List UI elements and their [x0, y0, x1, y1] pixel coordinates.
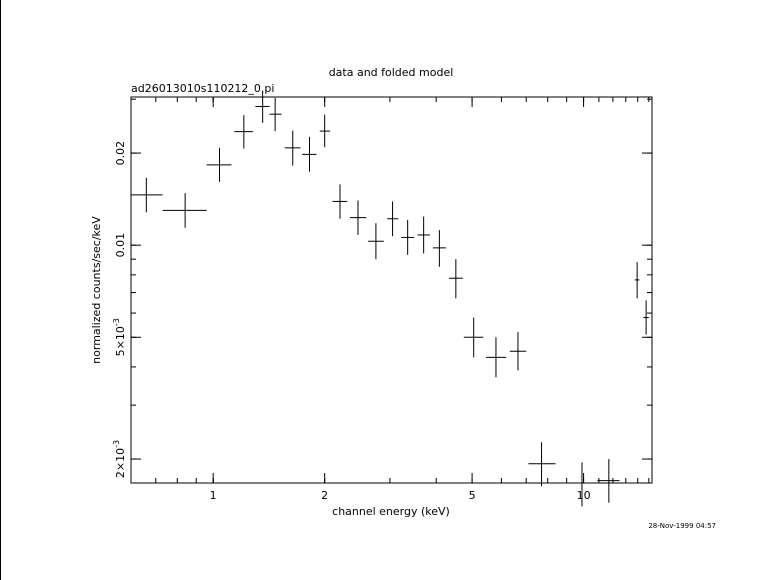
- data-point: [566, 462, 596, 507]
- data-point: [432, 230, 446, 267]
- data-point: [528, 442, 556, 487]
- y-axis-label: normalized counts/sec/keV: [90, 216, 103, 364]
- data-point: [417, 216, 431, 254]
- x-tick-label: 10: [577, 489, 591, 502]
- data-point: [206, 147, 232, 182]
- data-point: [332, 184, 348, 219]
- data-point: [302, 136, 317, 172]
- x-axis-label: channel energy (keV): [332, 505, 450, 518]
- data-point: [597, 459, 620, 503]
- data-points: [131, 91, 649, 507]
- x-tick-label: 1: [210, 489, 217, 502]
- data-point: [634, 262, 640, 299]
- data-point: [463, 317, 484, 358]
- data-point: [349, 200, 367, 235]
- chart-title: data and folded model: [329, 66, 454, 79]
- data-point: [509, 332, 527, 371]
- data-point: [162, 193, 207, 228]
- data-point: [485, 337, 507, 378]
- data-point: [448, 259, 463, 299]
- data-point: [368, 223, 384, 260]
- x-tick-label: 2: [321, 489, 328, 502]
- data-point: [284, 130, 301, 166]
- data-point: [234, 115, 253, 149]
- data-point: [387, 201, 399, 237]
- y-tick-label: 5×10-3: [112, 318, 127, 356]
- left-border-line: [0, 0, 1, 580]
- data-point: [131, 177, 163, 213]
- data-point: [643, 300, 649, 335]
- plot-frame: [130, 96, 653, 484]
- data-point: [319, 114, 331, 148]
- y-axis: 2×10-3 5×10-3 0.01 0.02: [112, 98, 652, 478]
- data-point: [255, 91, 270, 123]
- y-tick-label: 0.01: [114, 233, 127, 257]
- timestamp: 28-Nov-1999 04:57: [648, 522, 716, 530]
- data-point: [269, 97, 282, 132]
- y-tick-label: 2×10-3: [112, 440, 127, 478]
- x-tick-label: 5: [469, 489, 476, 502]
- y-tick-label: 0.02: [114, 141, 127, 166]
- chart-subtitle: ad26013010s110212_0.pi: [131, 82, 274, 95]
- x-axis: 1 2 5 10: [130, 97, 650, 502]
- data-point: [401, 219, 415, 255]
